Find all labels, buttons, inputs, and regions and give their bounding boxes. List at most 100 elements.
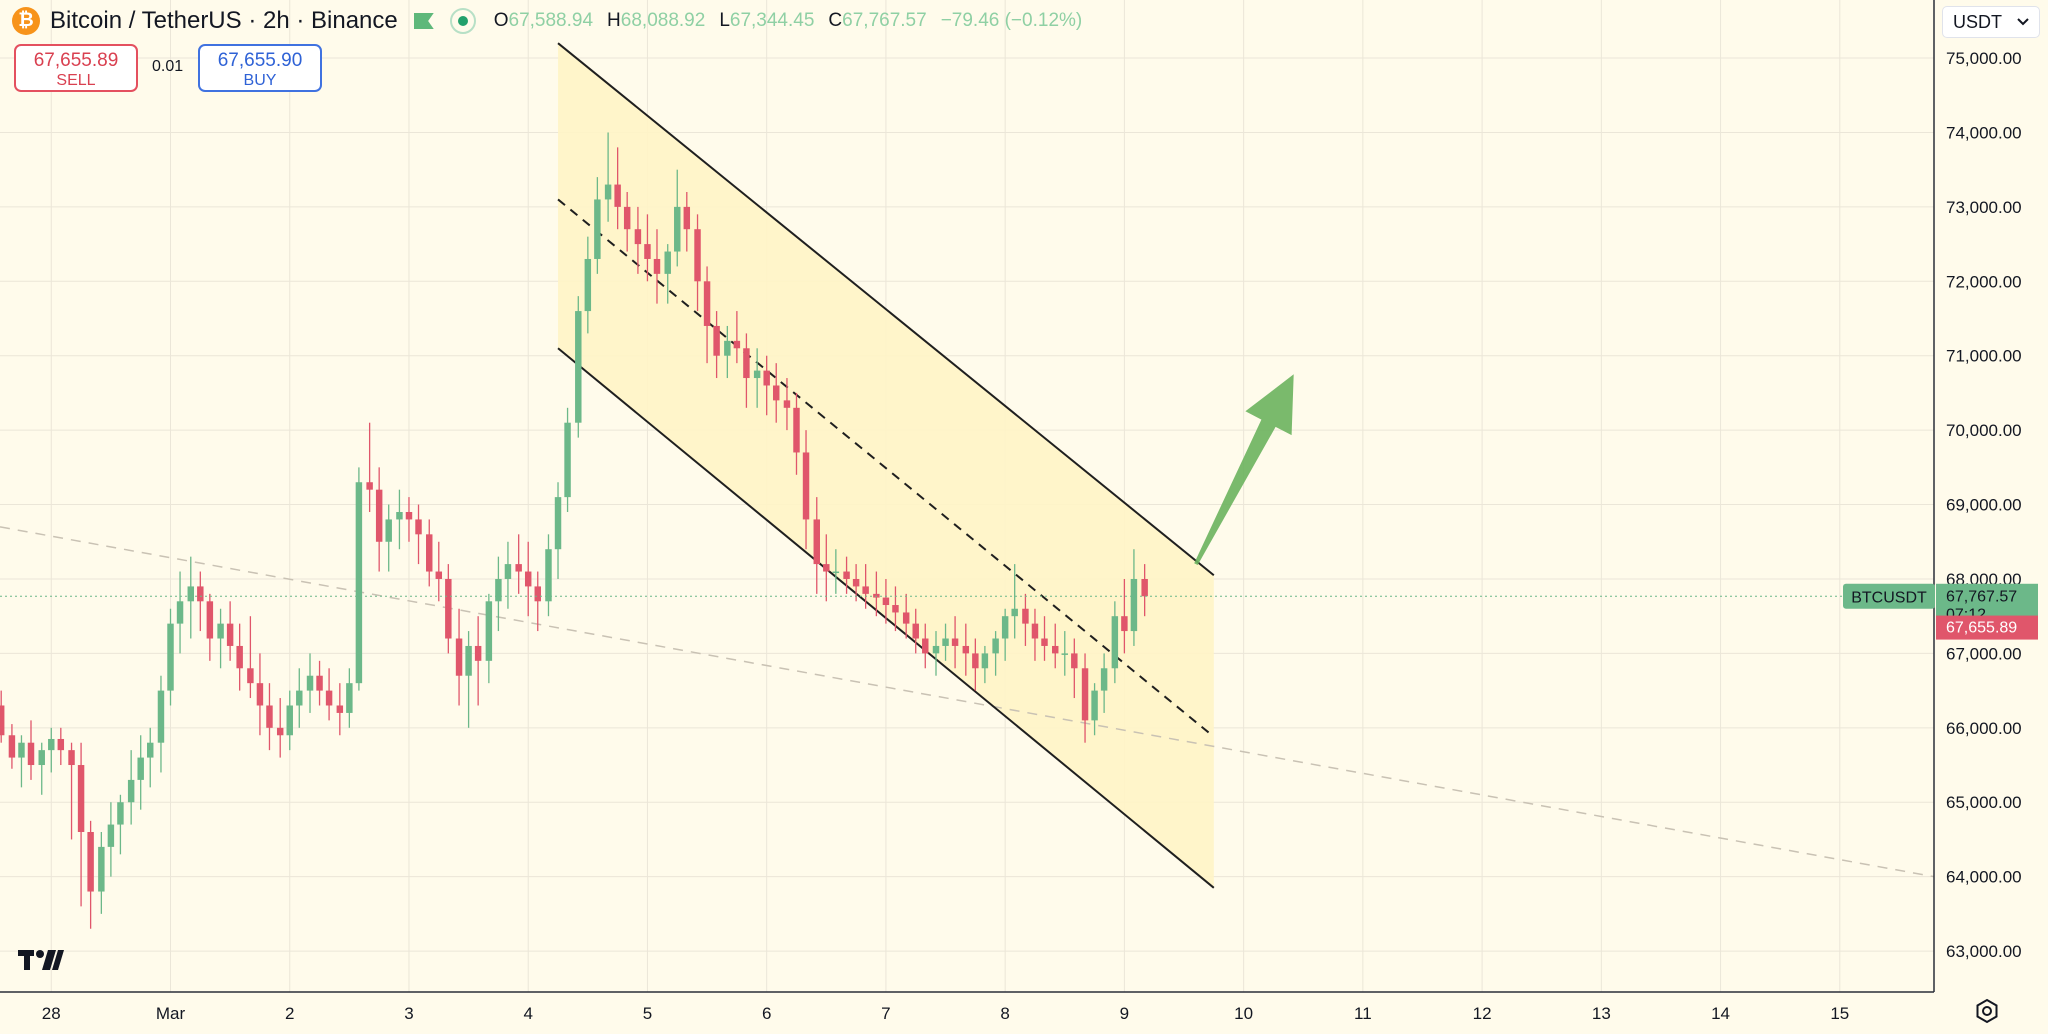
candle-body xyxy=(653,258,661,274)
candle-body xyxy=(724,340,731,356)
time-label: 2 xyxy=(285,1004,294,1023)
candle-body xyxy=(77,765,85,832)
price-label: 67,000.00 xyxy=(1946,644,2022,663)
bid-price-badge: 67,655.89 xyxy=(1936,615,2038,640)
candle-body xyxy=(1041,638,1048,646)
candle-body xyxy=(534,586,541,602)
currency-select[interactable]: USDT xyxy=(1942,6,2040,38)
candle-body xyxy=(1141,578,1148,597)
time-label: 6 xyxy=(762,1004,771,1023)
buy-price: 67,655.90 xyxy=(217,50,303,71)
candle-body xyxy=(1121,616,1128,632)
up-arrow-icon[interactable] xyxy=(1194,374,1294,565)
channel-fill xyxy=(558,43,1214,888)
candle-body xyxy=(206,601,214,639)
candle-body xyxy=(187,586,195,602)
buy-button[interactable]: 67,655.90 BUY xyxy=(198,44,322,92)
sell-label: SELL xyxy=(56,72,96,89)
candle-body xyxy=(683,206,691,230)
time-label: 9 xyxy=(1120,1004,1129,1023)
sell-button[interactable]: 67,655.89 SELL xyxy=(14,44,138,92)
chevron-down-icon xyxy=(2017,18,2029,26)
time-label: 5 xyxy=(643,1004,652,1023)
candle-body xyxy=(286,705,293,736)
candle-body xyxy=(981,653,989,669)
candle-body xyxy=(1091,690,1098,721)
open-value: O67,588.94 xyxy=(493,10,594,31)
candle-body xyxy=(802,452,810,520)
last-price-value: 67,767.57 xyxy=(1946,588,2017,605)
candle-body xyxy=(1001,616,1009,639)
dashed-trendline[interactable] xyxy=(0,526,1935,878)
candle-body xyxy=(843,571,850,579)
low-value: L67,344.45 xyxy=(719,10,815,31)
symbol-title[interactable]: Bitcoin / TetherUS · 2h · Binance xyxy=(50,7,398,34)
price-label: 64,000.00 xyxy=(1946,868,2022,887)
candle-body xyxy=(266,705,273,728)
candle-body xyxy=(445,578,452,639)
candle-body xyxy=(882,597,890,606)
candle-body xyxy=(346,683,353,713)
price-label: 73,000.00 xyxy=(1946,198,2022,217)
candle-body xyxy=(504,564,512,579)
time-label: 28 xyxy=(42,1004,61,1023)
candle-body xyxy=(147,742,154,758)
candle-body xyxy=(256,683,264,706)
candle-body xyxy=(951,638,959,646)
candles xyxy=(0,132,1148,929)
time-label: 14 xyxy=(1711,1004,1730,1023)
candle-body xyxy=(783,400,791,408)
candle-body xyxy=(167,623,174,691)
time-axis-labels: 28 Mar 2 3 4 5 6 7 8 9 10 11 12 13 14 15 xyxy=(42,1004,1849,1023)
time-axis-bg xyxy=(0,992,1934,1034)
candle-body xyxy=(0,705,5,736)
time-label: 4 xyxy=(523,1004,532,1023)
candle-body xyxy=(604,184,612,200)
time-label: 8 xyxy=(1000,1004,1009,1023)
tradingview-logo-icon[interactable] xyxy=(18,948,64,972)
gear-icon[interactable] xyxy=(1974,998,2000,1024)
candle-body xyxy=(1081,668,1089,721)
candle-body xyxy=(27,742,35,766)
candle-body xyxy=(743,348,750,379)
candle-body xyxy=(545,549,552,602)
candle-body xyxy=(763,370,770,386)
time-label: 7 xyxy=(881,1004,890,1023)
candle-body xyxy=(575,311,582,423)
candle-body xyxy=(892,605,899,613)
high-value: H68,088.92 xyxy=(607,10,706,31)
channel-upper-line[interactable] xyxy=(557,42,1215,577)
candle-body xyxy=(396,512,403,520)
candle-body xyxy=(38,750,45,766)
candle-body xyxy=(922,638,929,654)
candle-body xyxy=(197,586,204,602)
time-label: 15 xyxy=(1830,1004,1849,1023)
time-label: 3 xyxy=(404,1004,413,1023)
candle-body xyxy=(474,645,482,661)
candle-body xyxy=(176,601,184,624)
candle-body xyxy=(862,586,869,594)
candle-body xyxy=(813,519,820,565)
candle-body xyxy=(98,846,105,892)
candle-body xyxy=(753,370,761,379)
candle-body xyxy=(306,675,314,691)
flag-icon[interactable] xyxy=(413,13,434,29)
buy-label: BUY xyxy=(243,72,277,89)
channel-middle-line[interactable] xyxy=(557,198,1215,738)
candle-body xyxy=(932,645,940,654)
bid-price-value: 67,655.89 xyxy=(1946,620,2017,637)
candle-body xyxy=(694,229,701,282)
candle-body xyxy=(1031,623,1039,639)
candle-body xyxy=(355,482,363,684)
candle-body xyxy=(713,325,720,356)
sell-price: 67,655.89 xyxy=(33,50,119,71)
candle-body xyxy=(674,206,681,252)
candle-body xyxy=(962,645,970,654)
candle-body xyxy=(873,593,880,598)
market-status-icon[interactable] xyxy=(449,8,476,34)
candle-body xyxy=(236,645,243,669)
candle-body xyxy=(664,251,671,274)
candle-body xyxy=(405,512,413,520)
candle-body xyxy=(8,735,16,758)
